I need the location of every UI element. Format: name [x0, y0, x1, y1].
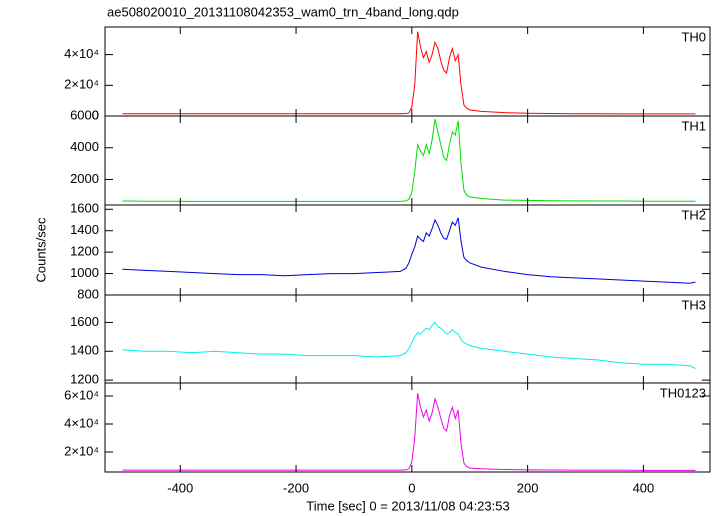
y-tick-label: 1400 [70, 222, 99, 237]
y-tick-label: 4×10⁴ [64, 415, 99, 430]
y-tick-label: 4×10⁴ [64, 46, 99, 61]
y-tick-label: 1600 [70, 201, 99, 216]
series-label: TH0123 [660, 385, 706, 400]
series-label: TH3 [681, 297, 706, 312]
panel-frame [104, 115, 711, 206]
y-axis-label: Counts/sec [33, 217, 48, 283]
chart-title: ae508020010_20131108042353_wam0_trn_4ban… [107, 4, 459, 19]
y-tick-label: 800 [77, 286, 99, 301]
y-tick-label: 6000 [70, 107, 99, 122]
series-label: TH2 [681, 207, 706, 222]
y-tick-label: 6×10⁴ [64, 387, 99, 402]
y-tick-label: 1000 [70, 265, 99, 280]
x-tick-label: -200 [283, 480, 309, 495]
y-tick-label: 4000 [70, 139, 99, 154]
panel-frame [104, 294, 711, 384]
data-line [122, 321, 696, 370]
y-tick-label: 1200 [70, 244, 99, 259]
data-line [122, 31, 696, 115]
y-tick-label: 2000 [70, 171, 99, 186]
x-tick-label: -400 [167, 480, 193, 495]
y-tick-label: 0 [92, 107, 99, 122]
data-line [122, 393, 696, 471]
panel-frame [104, 26, 711, 117]
data-line [122, 217, 696, 284]
series-label: TH0 [681, 29, 706, 44]
y-tick-label: 2×10⁴ [64, 443, 99, 458]
x-axis-label: Time [sec] 0 = 2013/11/08 04:23:53 [306, 498, 509, 513]
y-tick-label: 1600 [70, 314, 99, 329]
x-tick-label: 0 [408, 480, 415, 495]
series-label: TH1 [681, 118, 706, 133]
y-tick-label: 2×10⁴ [64, 77, 99, 92]
panel-frame [104, 382, 711, 473]
data-line [122, 119, 696, 202]
panel-frame [104, 204, 711, 296]
y-tick-label: 1400 [70, 343, 99, 358]
x-tick-label: 400 [633, 480, 655, 495]
x-tick-label: 200 [517, 480, 539, 495]
y-tick-label: 1200 [70, 372, 99, 387]
